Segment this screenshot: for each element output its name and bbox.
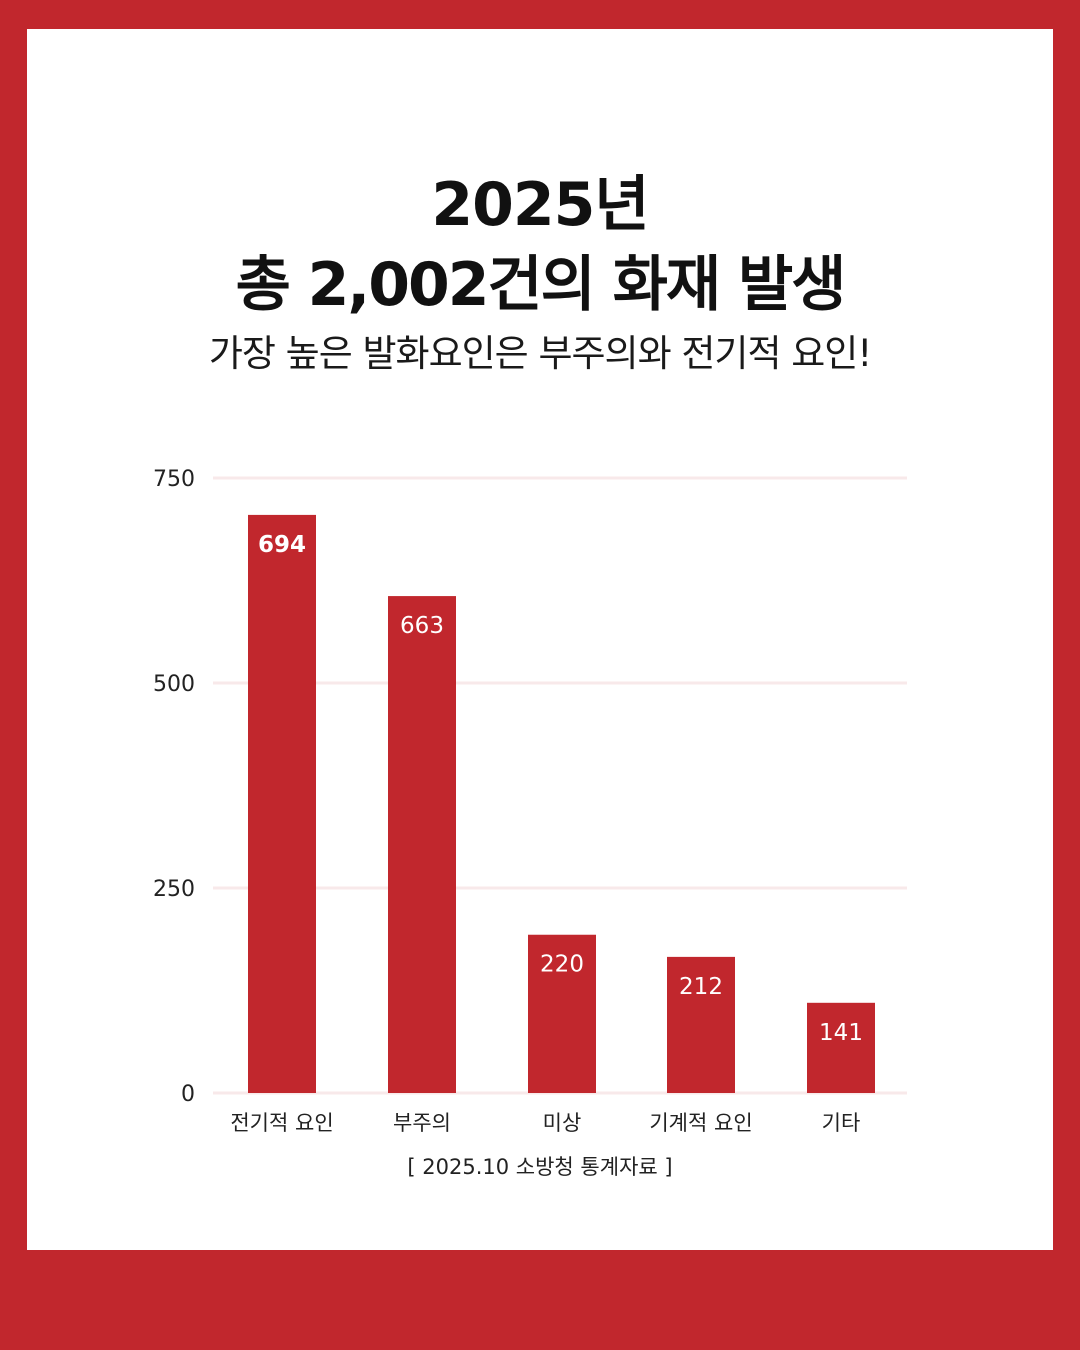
data-label: 212 xyxy=(679,974,723,1000)
source-note: [ 2025.10 소방청 통계자료 ] xyxy=(407,1155,672,1179)
bar xyxy=(248,514,316,1093)
data-label: 663 xyxy=(400,613,444,639)
subtitle: 가장 높은 발화요인은 부주의와 전기적 요인! xyxy=(208,332,872,375)
data-label: 220 xyxy=(540,952,584,978)
bar-layer xyxy=(248,514,875,1093)
x-tick-label: 부주의 xyxy=(393,1111,451,1135)
data-label: 694 xyxy=(258,532,306,558)
bar xyxy=(528,934,596,1093)
title-year: 2025년 xyxy=(431,170,649,240)
y-tick-label: 750 xyxy=(153,467,195,492)
bar xyxy=(388,596,456,1093)
x-tick-label: 기계적 요인 xyxy=(649,1111,752,1135)
x-tick-label: 전기적 요인 xyxy=(230,1111,333,1135)
label-layer: 694 전기적 요인 663 부주의 220 미상 212 기계적 요인 141 기타 xyxy=(230,532,863,1135)
y-tick-label: 250 xyxy=(153,877,195,902)
x-tick-label: 기타 xyxy=(822,1111,861,1135)
bar xyxy=(807,1002,875,1093)
data-label: 141 xyxy=(819,1020,863,1046)
y-tick-label: 0 xyxy=(181,1082,195,1107)
bar xyxy=(667,956,735,1093)
x-tick-label: 미상 xyxy=(543,1111,582,1135)
y-tick-label: 500 xyxy=(153,672,195,697)
title-total: 총 2,002건의 화재 발생 xyxy=(235,250,847,320)
